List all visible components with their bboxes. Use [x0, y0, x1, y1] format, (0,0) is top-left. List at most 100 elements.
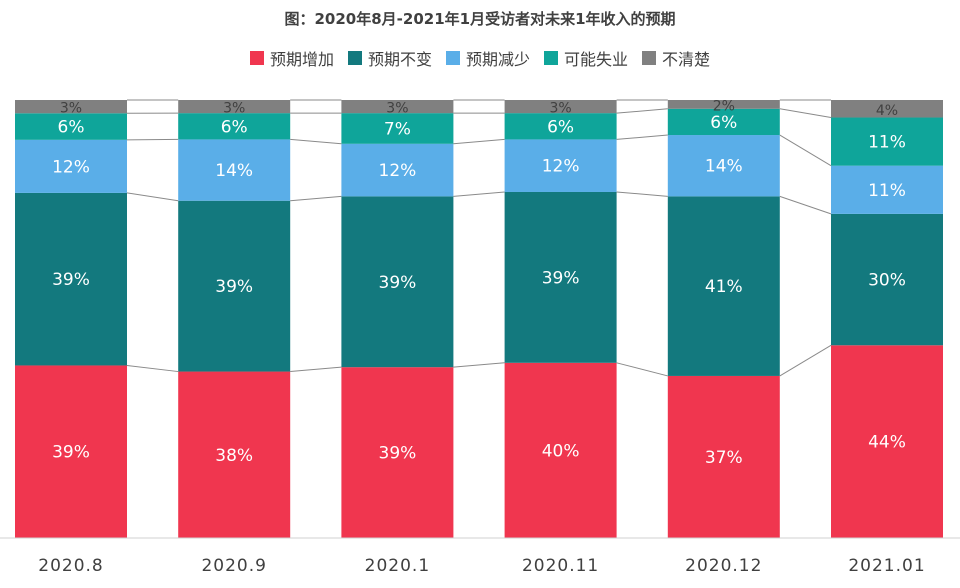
bar-segment: [831, 345, 943, 538]
series-connector-line: [453, 191, 505, 197]
data-label: 39%: [215, 277, 253, 297]
legend: 预期增加 预期不变 预期减少 可能失业 不清楚: [0, 45, 960, 71]
x-tick-label: 2020.8: [38, 556, 103, 576]
x-tick-label: 2020.11: [522, 556, 599, 576]
series-connector-line: [616, 362, 668, 377]
bar-segment: [178, 100, 291, 114]
bar-segment: [178, 113, 291, 140]
data-label: 39%: [379, 444, 417, 464]
chart-title: 图：2020年8月-2021年1月受访者对未来1年收入的预期: [284, 10, 676, 28]
bar-segment: [831, 213, 943, 346]
data-label: 12%: [379, 161, 417, 181]
legend-item: 预期不变: [347, 46, 432, 70]
legend-item: 可能失业: [544, 46, 628, 70]
x-tick-label: 2020.1: [365, 556, 430, 576]
data-label: 30%: [868, 271, 906, 291]
bar-segment: [504, 362, 617, 538]
data-label: 6%: [221, 117, 248, 137]
data-label: 7%: [384, 119, 411, 139]
series-connector-line: [126, 364, 179, 373]
x-tick-label: 2021.01: [848, 556, 925, 576]
bar-segment: [15, 113, 127, 140]
bar-segment: [341, 100, 454, 114]
data-label: 38%: [215, 446, 253, 466]
bar-segment: [504, 139, 617, 192]
legend-swatch: [445, 51, 460, 65]
data-label: 12%: [52, 157, 90, 177]
data-label: 3%: [549, 101, 571, 117]
bar-segment: [341, 196, 454, 368]
bar-segment: [341, 143, 454, 197]
series-connector-line: [779, 344, 832, 377]
legend-label: 可能失业: [564, 50, 629, 69]
bar-segment: [667, 375, 780, 538]
data-label: 37%: [705, 448, 743, 468]
series-connector-line: [290, 195, 342, 202]
series-connector-line: [126, 192, 179, 202]
x-tick-label: 2020.9: [201, 556, 266, 576]
bar-segment: [178, 371, 291, 538]
bar-segment: [15, 100, 127, 114]
bar-segment: [504, 100, 617, 114]
legend-item: 不清楚: [642, 46, 710, 70]
data-label: 39%: [542, 268, 580, 288]
data-label: 40%: [542, 441, 580, 461]
data-label: 39%: [52, 443, 90, 463]
series-connector-line: [779, 195, 832, 215]
legend-label: 预期不变: [367, 50, 432, 69]
legend-swatch: [642, 51, 657, 65]
bar-segment: [15, 139, 127, 193]
legend-label: 预期减少: [465, 50, 530, 69]
data-label: 2%: [713, 98, 735, 114]
data-label: 12%: [542, 157, 580, 177]
bar-segment: [667, 135, 780, 197]
legend-item: 预期减少: [445, 46, 530, 70]
data-label: 3%: [386, 101, 408, 117]
series-connector-line: [779, 108, 832, 119]
bar-segment: [341, 113, 454, 144]
bar-segment: [667, 100, 780, 109]
bar-segment: [831, 100, 943, 118]
legend-item: 预期增加: [249, 46, 334, 70]
bar-segment: [831, 117, 943, 166]
data-label: 3%: [223, 101, 245, 117]
data-label: 4%: [876, 103, 898, 119]
bar-segment: [504, 113, 617, 140]
data-label: 41%: [705, 277, 743, 297]
data-label: 14%: [215, 161, 253, 181]
legend-label: 不清楚: [662, 50, 711, 69]
series-connector-line: [453, 138, 505, 145]
bar-segment: [667, 196, 780, 376]
series-connector-line: [616, 134, 668, 140]
legend-swatch: [544, 51, 558, 65]
legend-label: 预期增加: [269, 50, 334, 69]
series-connector-line: [290, 138, 342, 145]
legend-swatch: [249, 51, 264, 65]
data-label: 11%: [868, 133, 906, 153]
data-label: 44%: [868, 433, 906, 453]
data-label: 6%: [710, 113, 737, 133]
bar-segment: [15, 365, 127, 538]
bar-segment: [178, 139, 291, 201]
bar-segment: [831, 165, 943, 214]
series-connector-line: [616, 108, 668, 114]
bar-segment: [667, 108, 780, 136]
bar-segment: [504, 191, 617, 363]
data-label: 39%: [379, 273, 417, 293]
data-label: 14%: [705, 157, 743, 177]
series-connector-line: [290, 366, 342, 373]
series-connector-line: [779, 134, 832, 167]
legend-swatch: [347, 51, 362, 65]
series-connector-line: [453, 362, 505, 368]
data-label: 39%: [52, 270, 90, 290]
bar-segment: [341, 367, 454, 538]
data-label: 6%: [58, 118, 85, 138]
bar-segment: [15, 192, 127, 366]
data-label: 11%: [868, 181, 906, 201]
series-connector-line: [616, 191, 668, 197]
data-label: 6%: [547, 117, 574, 137]
x-tick-label: 2020.12: [685, 556, 762, 576]
data-label: 3%: [60, 101, 82, 117]
bar-segment: [178, 200, 291, 372]
